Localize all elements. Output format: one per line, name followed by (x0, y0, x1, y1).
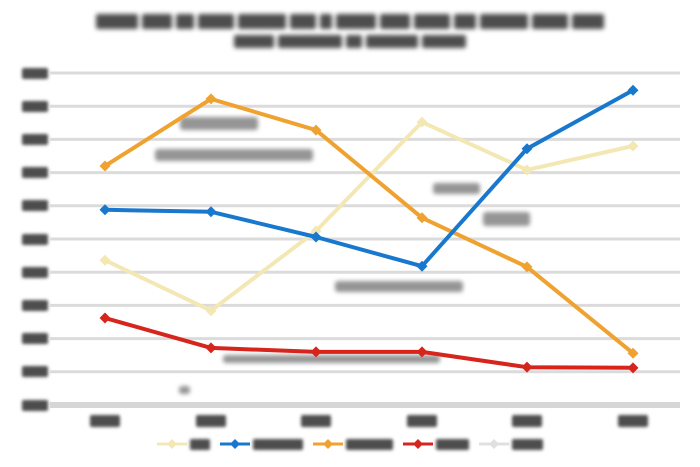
title-word-redacted (290, 14, 316, 29)
legend-label-redacted (436, 438, 469, 450)
data-point-marker-series-2 (205, 93, 217, 105)
legend-item (157, 438, 210, 450)
legend-line-marker-icon (313, 439, 343, 449)
y-axis-tick-label-redacted (22, 234, 48, 245)
title-word-redacted (572, 14, 604, 29)
y-axis-tick-label-redacted (22, 400, 48, 411)
x-axis-tick-label-redacted (618, 415, 648, 427)
legend-item (220, 438, 303, 450)
y-axis-tick-label-redacted (22, 101, 48, 112)
data-point-marker-series-3 (310, 346, 322, 358)
x-axis-tick-label-redacted (512, 415, 542, 427)
title-word-redacted (198, 14, 234, 29)
blurred-annotation (483, 212, 530, 226)
series-line-1 (103, 88, 635, 269)
title-word-redacted (234, 35, 274, 48)
title-word-redacted (422, 35, 466, 48)
chart-legend (0, 438, 700, 450)
data-point-marker-series-0 (310, 225, 322, 237)
data-point-marker-series-1 (521, 143, 533, 155)
series-line-2 (103, 96, 635, 356)
x-axis-tick-label-redacted (196, 415, 226, 427)
legend-item (479, 438, 543, 450)
data-point-marker-series-2 (310, 124, 322, 136)
title-word-redacted (366, 35, 418, 48)
legend-label-redacted (253, 438, 303, 450)
title-word-redacted (414, 14, 450, 29)
data-point-marker-series-2 (627, 347, 639, 359)
legend-diamond-icon (413, 439, 423, 449)
legend-item (403, 438, 469, 450)
data-point-marker-series-2 (416, 212, 428, 224)
title-word-redacted (346, 35, 362, 48)
title-word-redacted (176, 14, 194, 29)
legend-label-redacted (512, 438, 543, 450)
data-point-marker-series-1 (310, 231, 322, 243)
data-point-marker-series-1 (627, 84, 639, 96)
data-point-marker-series-0 (627, 140, 639, 152)
data-point-marker-series-3 (416, 346, 428, 358)
data-point-marker-series-3 (99, 312, 111, 324)
legend-label-redacted (190, 438, 210, 450)
legend-line-marker-icon (157, 439, 187, 449)
data-point-marker-series-1 (416, 260, 428, 272)
legend-line-marker-icon (479, 439, 509, 449)
legend-line-marker-icon (220, 439, 250, 449)
legend-diamond-icon (489, 439, 499, 449)
legend-item (313, 438, 393, 450)
data-point-marker-series-0 (99, 254, 111, 266)
y-axis-tick-label-redacted (22, 366, 48, 377)
data-point-marker-series-3 (627, 362, 639, 374)
title-word-redacted (96, 14, 138, 29)
title-word-redacted (142, 14, 172, 29)
legend-diamond-icon (167, 439, 177, 449)
blurred-annotation (223, 355, 440, 363)
title-word-redacted (238, 14, 286, 29)
title-word-redacted (336, 14, 376, 29)
y-axis-tick-label-redacted (22, 300, 48, 311)
blurred-annotation (180, 117, 258, 130)
data-point-marker-series-1 (99, 204, 111, 216)
blurred-annotation (155, 149, 313, 161)
y-axis-tick-label-redacted (22, 134, 48, 145)
blurred-annotation (433, 183, 480, 194)
legend-line-marker-icon (403, 439, 433, 449)
blurred-annotation (335, 281, 463, 292)
blurred-annotation (179, 386, 190, 394)
y-axis-tick-label-redacted (22, 267, 48, 278)
y-axis-tick-label-redacted (22, 200, 48, 211)
chart-title-line1-redacted (0, 14, 700, 29)
data-point-marker-series-2 (521, 261, 533, 273)
legend-diamond-icon (323, 439, 333, 449)
series-line-0 (103, 120, 635, 313)
data-point-marker-series-2 (99, 160, 111, 172)
y-axis-tick-label-redacted (22, 167, 48, 178)
data-point-marker-series-0 (521, 164, 533, 176)
data-point-marker-series-0 (416, 116, 428, 128)
title-word-redacted (480, 14, 528, 29)
title-word-redacted (320, 14, 332, 29)
legend-diamond-icon (230, 439, 240, 449)
title-word-redacted (278, 35, 342, 48)
title-word-redacted (532, 14, 568, 29)
chart-title-line2-redacted (0, 35, 700, 48)
y-axis-tick-label-redacted (22, 333, 48, 344)
data-point-marker-series-3 (521, 361, 533, 373)
y-axis-tick-label-redacted (22, 68, 48, 79)
data-point-marker-series-1 (205, 206, 217, 218)
data-point-marker-series-3 (205, 342, 217, 354)
data-point-marker-series-0 (205, 305, 217, 317)
title-word-redacted (454, 14, 476, 29)
title-word-redacted (380, 14, 410, 29)
x-axis-tick-label-redacted (90, 415, 120, 427)
series-line-3 (103, 316, 635, 370)
legend-label-redacted (346, 438, 393, 450)
x-axis-tick-label-redacted (301, 415, 331, 427)
x-axis-tick-label-redacted (407, 415, 437, 427)
